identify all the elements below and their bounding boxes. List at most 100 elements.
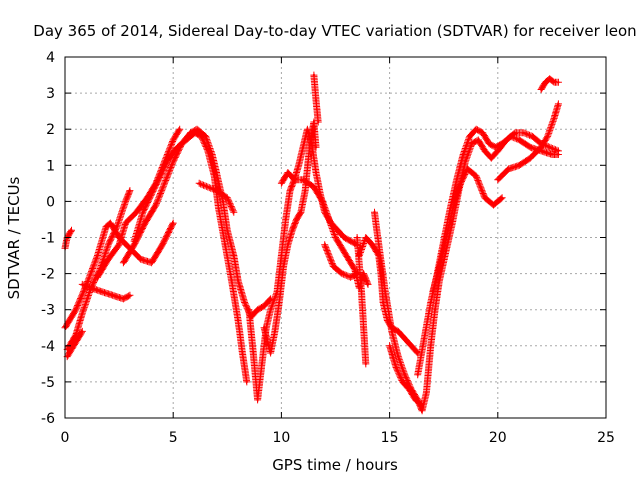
y-axis-label: SDTVAR / TECUs (5, 176, 23, 299)
data-point (107, 243, 110, 246)
data-point (141, 211, 145, 214)
data-point (334, 236, 337, 239)
data-track (310, 71, 322, 126)
data-point (321, 200, 324, 203)
data-point (172, 160, 175, 163)
data-track (353, 234, 370, 368)
data-point (314, 99, 318, 102)
data-track (386, 342, 424, 408)
data-point (314, 171, 318, 174)
data-track (119, 125, 275, 321)
data-point (117, 243, 121, 246)
data-point (414, 398, 417, 402)
data-point (552, 81, 556, 84)
data-point (284, 218, 287, 221)
data-point (278, 301, 281, 304)
data-track (260, 118, 320, 357)
data-point (133, 239, 136, 243)
data-point (172, 138, 175, 142)
data-point (548, 146, 551, 149)
data-point (236, 279, 240, 282)
x-tick-label: 25 (597, 430, 615, 446)
data-point (139, 258, 142, 261)
data-point (468, 135, 471, 138)
data-point (366, 283, 370, 286)
data-point (161, 243, 164, 246)
data-point (373, 211, 376, 214)
data-point (384, 290, 387, 293)
data-point (241, 351, 244, 355)
data-point (74, 333, 78, 337)
data-point (206, 149, 209, 153)
y-tick-label: 3 (46, 86, 55, 102)
data-point (269, 351, 272, 355)
data-point (364, 236, 367, 239)
x-tick-label: 0 (61, 430, 70, 446)
data-point (377, 243, 380, 246)
data-point (336, 229, 339, 232)
data-point (96, 254, 99, 257)
data-point (223, 243, 227, 246)
data-point (429, 344, 432, 347)
data-point (256, 398, 259, 402)
data-point (529, 156, 532, 160)
data-point (483, 196, 486, 199)
data-point (299, 211, 303, 214)
data-point (557, 102, 560, 106)
data-point (552, 117, 556, 120)
data-point (124, 200, 127, 203)
data-point (282, 265, 285, 268)
data-point (230, 279, 233, 282)
data-point (397, 330, 400, 333)
data-point (371, 243, 374, 246)
data-point (323, 243, 326, 246)
data-point (81, 330, 84, 333)
data-point (193, 131, 196, 134)
data-point (349, 239, 352, 243)
data-point (262, 326, 266, 329)
data-point (115, 225, 119, 228)
data-point (236, 319, 240, 322)
data-track (63, 327, 86, 361)
data-point (546, 135, 549, 138)
data-point (340, 272, 344, 275)
data-point (163, 182, 166, 185)
data-point (423, 337, 426, 340)
y-tick-label: -6 (41, 411, 55, 427)
data-point (128, 294, 132, 297)
data-point (295, 218, 298, 221)
data-track (494, 100, 562, 184)
data-point (353, 268, 357, 272)
data-point (96, 276, 99, 279)
data-point (273, 330, 277, 333)
data-point (388, 344, 391, 347)
data-point (420, 409, 424, 412)
data-point (455, 178, 458, 181)
data-point (143, 221, 147, 225)
axis-ticks: -6 -5 -4 -3 -2 -1 0 1 2 3 4 0 5 10 15 20 25 (41, 50, 615, 446)
data-point (74, 308, 78, 311)
data-point (245, 380, 248, 384)
data-point (440, 258, 443, 261)
data-point (226, 196, 229, 199)
data-point (204, 135, 207, 138)
data-point (176, 146, 179, 149)
data-point (312, 120, 316, 124)
y-tick-label: -4 (41, 339, 55, 355)
data-track (321, 241, 361, 281)
data-point (66, 355, 69, 358)
data-track (94, 125, 184, 281)
data-point (293, 178, 296, 181)
data-point (280, 254, 283, 257)
data-point (232, 211, 235, 214)
data-point (397, 355, 400, 358)
data-point (347, 258, 350, 261)
data-point (154, 203, 158, 207)
data-point (81, 283, 84, 286)
data-point (362, 326, 365, 329)
data-point (288, 189, 292, 192)
data-point (410, 344, 413, 347)
data-point (213, 174, 216, 178)
data-point (557, 81, 560, 84)
